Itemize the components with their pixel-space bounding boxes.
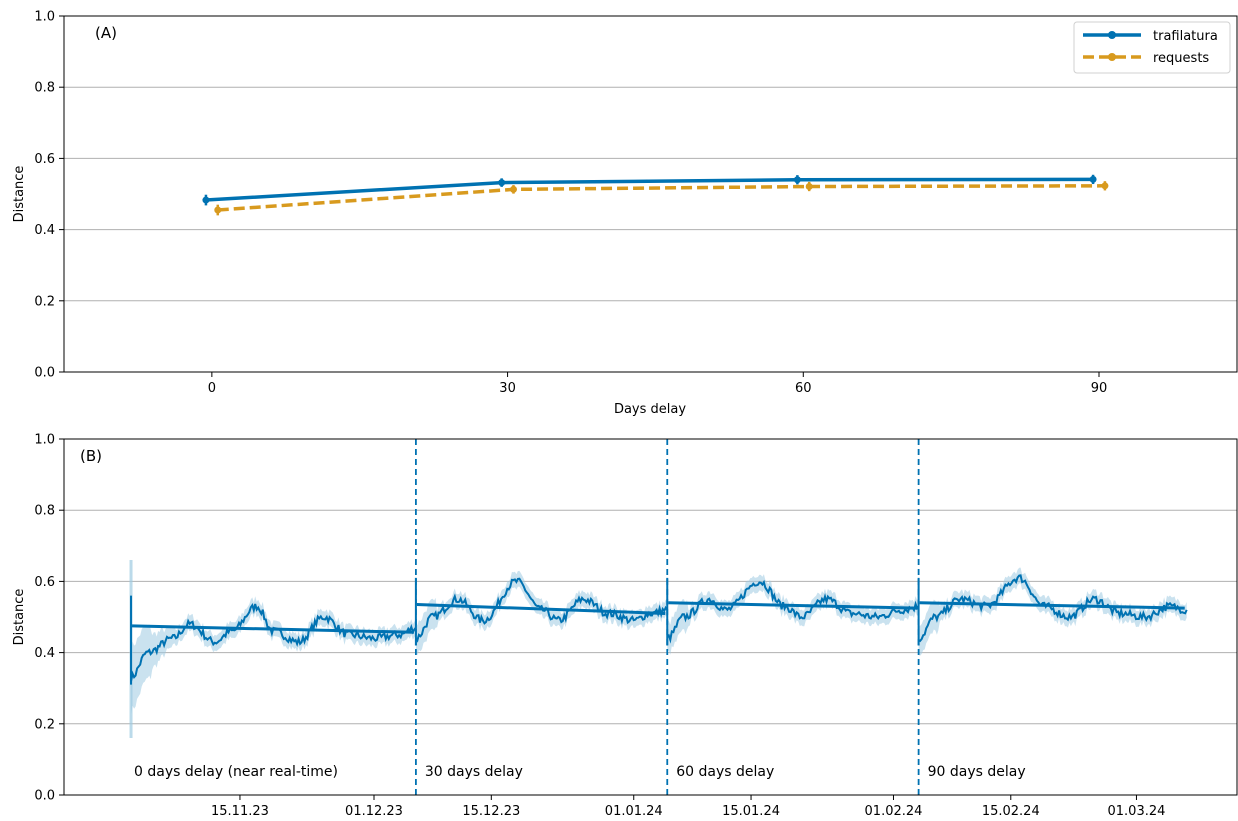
panel-b-x-tick-label: 01.03.24 xyxy=(1108,804,1166,819)
data-point-requests xyxy=(805,183,813,191)
period-label: 60 days delay xyxy=(676,764,774,780)
legend-label-trafilatura: trafilatura xyxy=(1153,29,1218,44)
panel-b-y-ticks: 0.0 0.2 0.4 0.6 0.8 1.0 xyxy=(34,433,64,804)
confidence-band xyxy=(667,574,919,655)
panel-b-x-tick-label: 15.01.24 xyxy=(722,804,780,819)
panel-b-y-tick-label: 0.2 xyxy=(34,717,55,732)
panel-b-y-tick-label: 1.0 xyxy=(34,433,55,448)
panel-b-x-tick-label: 01.02.24 xyxy=(865,804,923,819)
panel-a-x-tick-label: 30 xyxy=(499,381,516,396)
data-point-trafilatura xyxy=(202,196,210,204)
series-line-requests xyxy=(217,184,1105,212)
panel-b-y-axis-label: Distance xyxy=(12,589,27,646)
panel-b-y-tick-label: 0.0 xyxy=(34,789,55,804)
panel-a-x-tick-label: 90 xyxy=(1091,381,1108,396)
legend: trafilatura requests xyxy=(1073,21,1231,74)
panel-a-tag: (A) xyxy=(95,24,117,42)
legend-marker-trafilatura xyxy=(1108,31,1116,39)
period-label: 0 days delay (near real-time) xyxy=(134,764,338,780)
panel-b-tag: (B) xyxy=(80,447,102,465)
panel-a-y-ticks: 0.0 0.2 0.4 0.6 0.8 1.0 xyxy=(34,10,64,381)
data-point-requests xyxy=(1101,182,1109,190)
trend-line xyxy=(131,624,414,634)
panel-a-y-tick-label: 0.6 xyxy=(34,152,55,167)
panel-a-y-tick-label: 1.0 xyxy=(34,10,55,25)
panel-a-frame xyxy=(63,15,1238,373)
panel-b-trend-lines xyxy=(131,601,1185,634)
data-point-requests xyxy=(509,185,517,193)
panel-a-y-tick-label: 0.2 xyxy=(34,294,55,309)
panel-b-y-tick-label: 0.6 xyxy=(34,575,55,590)
panel-b-x-tick-label: 15.11.23 xyxy=(211,804,269,819)
panel-a-series xyxy=(202,174,1109,216)
panel-b-x-tick-label: 15.12.23 xyxy=(462,804,520,819)
panel-a-x-tick-label: 60 xyxy=(795,381,812,396)
legend-marker-requests xyxy=(1108,53,1116,61)
legend-label-requests: requests xyxy=(1153,51,1209,66)
data-point-trafilatura xyxy=(793,176,801,184)
data-point-requests xyxy=(214,206,222,214)
data-point-trafilatura xyxy=(1089,175,1097,183)
trend-line xyxy=(416,603,666,615)
panel-a-x-ticks: 0 30 60 90 xyxy=(208,372,1108,396)
panel-a-gridlines xyxy=(64,86,1237,302)
series-line-distance xyxy=(666,579,920,644)
panel-b: 0.0 0.2 0.4 0.6 0.8 1.0 15.11.23 01.12.23 15.12… xyxy=(12,433,1238,819)
panel-a-y-tick-label: 0.4 xyxy=(34,223,55,238)
panel-a-x-tick-label: 0 xyxy=(208,381,216,396)
series-line-distance xyxy=(415,577,669,643)
panel-b-y-tick-label: 0.8 xyxy=(34,504,55,519)
series-line-trafilatura xyxy=(205,177,1094,202)
confidence-band xyxy=(131,596,416,715)
panel-b-x-tick-label: 15.02.24 xyxy=(982,804,1040,819)
data-point-trafilatura xyxy=(498,179,506,187)
panel-a-y-tick-label: 0.0 xyxy=(34,366,55,381)
panel-a: 0.0 0.2 0.4 0.6 0.8 1.0 0 30 60 90 (A) Days dela… xyxy=(12,10,1238,417)
panel-b-x-tick-label: 01.01.24 xyxy=(605,804,663,819)
panel-b-gridlines xyxy=(64,509,1237,725)
trend-line xyxy=(919,601,1185,610)
period-label: 30 days delay xyxy=(425,764,523,780)
panel-a-x-axis-label: Days delay xyxy=(614,402,686,417)
panel-b-x-ticks: 15.11.23 01.12.23 15.12.23 01.01.24 15.01.24… xyxy=(211,795,1165,819)
panel-a-y-axis-label: Distance xyxy=(12,166,27,223)
trend-line xyxy=(668,601,917,610)
panel-a-y-tick-label: 0.8 xyxy=(34,81,55,96)
confidence-band xyxy=(918,567,1187,656)
period-label: 90 days delay xyxy=(928,764,1026,780)
panel-b-frame xyxy=(63,438,1238,796)
panel-b-period-labels: 0 days delay (near real-time) 30 days del… xyxy=(134,764,1026,780)
panel-b-y-tick-label: 0.4 xyxy=(34,646,55,661)
series-line-distance xyxy=(918,574,1188,643)
panel-b-x-tick-label: 01.12.23 xyxy=(345,804,403,819)
confidence-band xyxy=(415,570,668,656)
